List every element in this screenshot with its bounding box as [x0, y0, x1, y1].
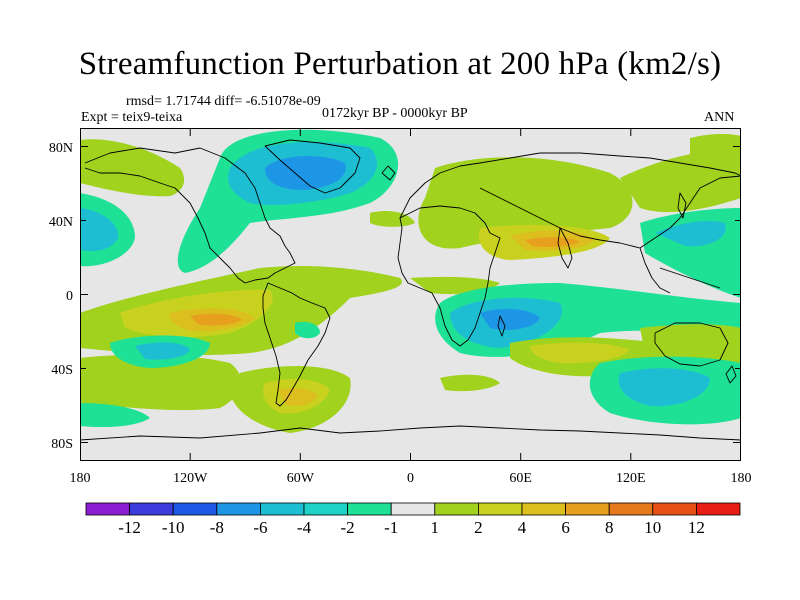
- colorbar-label-12: 10: [644, 518, 661, 537]
- lon-label-0: 0: [407, 471, 414, 486]
- contour-fill-positive-south: [80, 324, 741, 433]
- contour-fill-negative-north-atlantic: [177, 129, 399, 273]
- lat-tick-marks: [80, 146, 741, 443]
- season-label: ANN: [704, 110, 735, 125]
- colorbar-box-10: [521, 502, 566, 516]
- colorbar-label-4: -4: [297, 518, 312, 537]
- lat-label-40s: 40S: [51, 363, 73, 378]
- colorbar-label-11: 8: [605, 518, 614, 537]
- colorbar-box-4: [259, 502, 305, 516]
- experiment-line: Expt = teix9-teixa: [81, 110, 183, 125]
- colorbar-label-6: -1: [384, 518, 398, 537]
- contour-fill-negative-west-pacific: [640, 208, 741, 298]
- colorbar-label-5: -2: [341, 518, 355, 537]
- colorbar-label-9: 4: [518, 518, 527, 537]
- lat-label-eq: 0: [66, 289, 73, 304]
- colorbar-box-13: [652, 502, 697, 516]
- lon-label-180w: 180: [70, 471, 91, 486]
- colorbar-box-11: [565, 502, 610, 516]
- colorbar-box-3: [216, 502, 261, 516]
- colorbar-box-7: [390, 502, 436, 516]
- colorbar-label-8: 2: [474, 518, 483, 537]
- lat-axis: 80N 40N 0 40S 80S: [49, 141, 73, 452]
- lat-label-40n: 40N: [49, 215, 73, 230]
- map-panel: [80, 128, 741, 461]
- lon-label-60w: 60W: [287, 471, 315, 486]
- colorbar-box-14: [696, 502, 741, 516]
- coastlines: [80, 139, 741, 441]
- lon-label-120e: 120E: [616, 471, 646, 486]
- colorbar-label-7: 1: [431, 518, 440, 537]
- colorbar-label-13: 12: [688, 518, 705, 537]
- colorbar-box-5: [303, 502, 348, 516]
- colorbar-box-9: [477, 502, 523, 516]
- contour-fill-negative-indian-ocean: [435, 283, 741, 357]
- colorbar-label-1: -10: [162, 518, 185, 537]
- lon-axis: 180 120W 60W 0 60E 120E 180: [70, 471, 752, 486]
- stats-line: rmsd= 1.71744 diff= -6.51078e-09: [126, 94, 321, 109]
- map-svg: [80, 128, 741, 461]
- map-frame: [80, 128, 741, 461]
- contour-fill-negative-north-pacific: [80, 193, 135, 267]
- period-line: 0172kyr BP - 0000kyr BP: [322, 106, 468, 121]
- contour-fill-negative-south-pacific: [110, 335, 741, 425]
- lon-label-120w: 120W: [173, 471, 208, 486]
- colorbar: -12 -10 -8 -6 -4 -2 -1 1 2 4 6 8 10 12: [85, 502, 741, 537]
- colorbar-box-1: [129, 502, 174, 516]
- colorbar-box-8: [434, 502, 479, 516]
- lon-tick-marks: [189, 128, 632, 461]
- lat-label-80s: 80S: [51, 437, 73, 452]
- colorbar-box-12: [608, 502, 654, 516]
- colorbar-box-6: [347, 502, 392, 516]
- lon-label-180e: 180: [731, 471, 752, 486]
- lat-label-80n: 80N: [49, 141, 73, 156]
- colorbar-label-10: 6: [561, 518, 570, 537]
- colorbar-label-2: -8: [210, 518, 224, 537]
- colorbar-label-3: -6: [253, 518, 267, 537]
- colorbar-box-0: [85, 502, 130, 516]
- colorbar-label-0: -12: [118, 518, 141, 537]
- lon-label-60e: 60E: [509, 471, 532, 486]
- contour-fill-positive-asia: [478, 225, 610, 260]
- colorbar-box-2: [172, 502, 218, 516]
- plot-title: Streamfunction Perturbation at 200 hPa (…: [78, 46, 722, 82]
- contour-fill-small-features: [80, 321, 320, 428]
